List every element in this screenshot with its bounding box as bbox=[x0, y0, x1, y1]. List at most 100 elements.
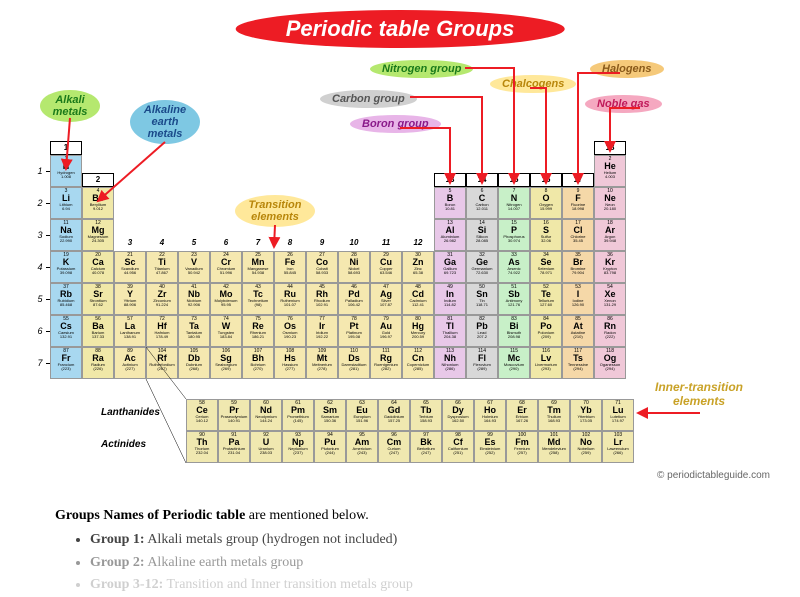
element-Lu: 71LuLutetium174.97 bbox=[602, 399, 634, 431]
element-Lv: 116LvLivermorium(293) bbox=[530, 347, 562, 379]
element-He: 2HeHelium4.003 bbox=[594, 155, 626, 187]
element-Sr: 38SrStrontium87.62 bbox=[82, 283, 114, 315]
element-Am: 95AmAmericium(243) bbox=[346, 431, 378, 463]
element-P: 15PPhosphorus30.974 bbox=[498, 219, 530, 251]
bottom-description: Groups Names of Periodic table are menti… bbox=[55, 505, 755, 597]
bottom-item-0: Group 1: Alkali metals group (hydrogen n… bbox=[90, 529, 755, 551]
element-Se: 34SeSelenium78.971 bbox=[530, 251, 562, 283]
boron-label: Boron group bbox=[350, 115, 441, 133]
element-Br: 35BrBromine79.904 bbox=[562, 251, 594, 283]
element-Ni: 28NiNickel58.693 bbox=[338, 251, 370, 283]
chalcogens-label: Chalcogens bbox=[490, 75, 576, 93]
period-label-7: 7 bbox=[34, 347, 46, 379]
group-header-12: 12 bbox=[402, 237, 434, 251]
element-Zr: 40ZrZirconium91.224 bbox=[146, 283, 178, 315]
element-Hg: 80HgMercury200.59 bbox=[402, 315, 434, 347]
element-Md: 101MdMendelevium(258) bbox=[538, 431, 570, 463]
element-Zn: 30ZnZinc65.38 bbox=[402, 251, 434, 283]
element-Ag: 47AgSilver107.87 bbox=[370, 283, 402, 315]
group-header-17: 17 bbox=[562, 173, 594, 187]
element-Tl: 81TlThallium204.38 bbox=[434, 315, 466, 347]
element-Tb: 65TbTerbium158.93 bbox=[410, 399, 442, 431]
element-Nh: 113NhNihonium(286) bbox=[434, 347, 466, 379]
group-header-2: 2 bbox=[82, 173, 114, 187]
copyright-text: © periodictableguide.com bbox=[657, 470, 770, 481]
element-Yb: 70YbYtterbium173.05 bbox=[570, 399, 602, 431]
element-Li: 3LiLithium6.94 bbox=[50, 187, 82, 219]
element-Lr: 103LrLawrencium(266) bbox=[602, 431, 634, 463]
element-At: 85AtAstatine(210) bbox=[562, 315, 594, 347]
element-B: 5BBoron10.81 bbox=[434, 187, 466, 219]
element-Y: 39YYttrium88.906 bbox=[114, 283, 146, 315]
element-Og: 118OgOganesson(294) bbox=[594, 347, 626, 379]
group-header-9: 9 bbox=[306, 237, 338, 251]
group-header-15: 15 bbox=[498, 173, 530, 187]
bottom-item-2: Group 3-12: Transition and Inner transit… bbox=[90, 574, 755, 596]
group-header-18: 18 bbox=[594, 141, 626, 155]
element-Rb: 37RbRubidium85.468 bbox=[50, 283, 82, 315]
element-Sm: 62SmSamarium150.36 bbox=[314, 399, 346, 431]
element-Fl: 114FlFlerovium(289) bbox=[466, 347, 498, 379]
nitrogen-label: Nitrogen group bbox=[370, 60, 473, 78]
element-Gd: 64GdGadolinium157.25 bbox=[378, 399, 410, 431]
element-Sn: 50SnTin118.71 bbox=[466, 283, 498, 315]
element-Ho: 67HoHolmium164.93 bbox=[474, 399, 506, 431]
noble-label: Noble gas bbox=[585, 95, 662, 113]
group-header-10: 10 bbox=[338, 237, 370, 251]
period-label-4: 4 bbox=[34, 251, 46, 283]
element-Es: 99EsEinsteinium(252) bbox=[474, 431, 506, 463]
element-Nb: 41NbNiobium92.906 bbox=[178, 283, 210, 315]
element-Ti: 22TiTitanium47.867 bbox=[146, 251, 178, 283]
element-K: 19KPotassium39.098 bbox=[50, 251, 82, 283]
element-Bi: 83BiBismuth208.98 bbox=[498, 315, 530, 347]
element-Cd: 48CdCadmium112.41 bbox=[402, 283, 434, 315]
transition-label: Transitionelements bbox=[235, 195, 315, 227]
element-Cn: 112CnCopernicium(285) bbox=[402, 347, 434, 379]
element-Ra: 88RaRadium(226) bbox=[82, 347, 114, 379]
element-Tm: 69TmThulium168.93 bbox=[538, 399, 570, 431]
bottom-item-1: Group 2: Alkaline earth metals group bbox=[90, 552, 755, 574]
element-Pt: 78PtPlatinum195.08 bbox=[338, 315, 370, 347]
period-label-3: 3 bbox=[34, 219, 46, 251]
element-Ga: 31GaGallium69.723 bbox=[434, 251, 466, 283]
element-Rg: 111RgRoentgenium(282) bbox=[370, 347, 402, 379]
element-H: 1HHydrogen1.008 bbox=[50, 155, 82, 187]
element-Rh: 45RhRhodium102.91 bbox=[306, 283, 338, 315]
element-Ba: 56BaBarium137.33 bbox=[82, 315, 114, 347]
element-N: 7NNitrogen14.007 bbox=[498, 187, 530, 219]
period-label-2: 2 bbox=[34, 187, 46, 219]
intro-bold: Groups Names of Periodic table bbox=[55, 508, 245, 523]
element-Mo: 42MoMolybdenum95.95 bbox=[210, 283, 242, 315]
element-Na: 11NaSodium22.990 bbox=[50, 219, 82, 251]
inner-transition-label: Inner-transitionelements bbox=[655, 380, 743, 409]
element-C: 6CCarbon12.011 bbox=[466, 187, 498, 219]
group-header-1: 1 bbox=[50, 141, 82, 155]
element-Er: 68ErErbium167.26 bbox=[506, 399, 538, 431]
element-O: 8OOxygen15.999 bbox=[530, 187, 562, 219]
element-Pu: 94PuPlutonium(244) bbox=[314, 431, 346, 463]
element-Cs: 55CsCaesium132.91 bbox=[50, 315, 82, 347]
element-No: 102NoNobelium(259) bbox=[570, 431, 602, 463]
element-Pd: 46PdPalladium106.42 bbox=[338, 283, 370, 315]
element-Fm: 100FmFermium(257) bbox=[506, 431, 538, 463]
group-header-3: 3 bbox=[114, 237, 146, 251]
element-I: 53IIodine126.90 bbox=[562, 283, 594, 315]
group-header-6: 6 bbox=[210, 237, 242, 251]
element-Cl: 17ClChlorine35.45 bbox=[562, 219, 594, 251]
element-Ru: 44RuRuthenium101.07 bbox=[274, 283, 306, 315]
group-header-8: 8 bbox=[274, 237, 306, 251]
element-Bk: 97BkBerkelium(247) bbox=[410, 431, 442, 463]
element-Sc: 21ScScandium44.956 bbox=[114, 251, 146, 283]
element-Cf: 98CfCalifornium(251) bbox=[442, 431, 474, 463]
halogens-label: Halogens bbox=[590, 60, 664, 78]
element-Mn: 25MnManganese54.938 bbox=[242, 251, 274, 283]
period-label-5: 5 bbox=[34, 283, 46, 315]
element-Cr: 24CrChromium51.996 bbox=[210, 251, 242, 283]
period-label-6: 6 bbox=[34, 315, 46, 347]
element-Ca: 20CaCalcium40.078 bbox=[82, 251, 114, 283]
element-Xe: 54XeXenon131.29 bbox=[594, 283, 626, 315]
group-header-11: 11 bbox=[370, 237, 402, 251]
element-Sb: 51SbAntimony121.76 bbox=[498, 283, 530, 315]
element-Eu: 63EuEuropium151.96 bbox=[346, 399, 378, 431]
group-header-14: 14 bbox=[466, 173, 498, 187]
